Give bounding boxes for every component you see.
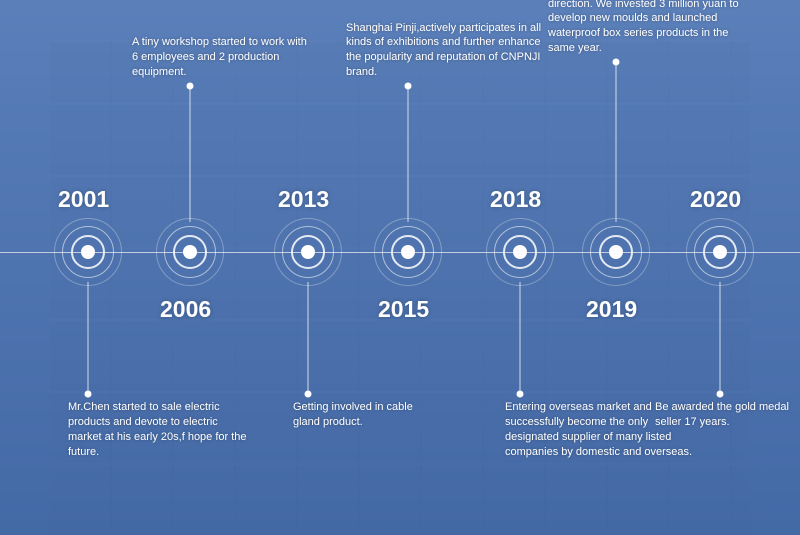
year-label: 2018 <box>490 186 541 213</box>
node-rings <box>690 222 750 282</box>
node-rings <box>490 222 550 282</box>
node-dot <box>401 245 415 259</box>
node-rings <box>278 222 338 282</box>
timeline-node <box>690 222 750 282</box>
stem-end-dot <box>717 391 724 398</box>
node-rings <box>378 222 438 282</box>
timeline-node <box>490 222 550 282</box>
event-description: A tiny workshop started to work with 6 e… <box>132 35 308 80</box>
event-description: Mr.Chen started to sale electric product… <box>68 400 254 459</box>
node-dot <box>81 245 95 259</box>
event-description: Be awarded the gold medal seller 17 year… <box>655 400 791 430</box>
node-rings <box>160 222 220 282</box>
stem-end-dot <box>85 391 92 398</box>
node-dot <box>513 245 527 259</box>
node-dot <box>301 245 315 259</box>
timeline-node <box>58 222 118 282</box>
stem-end-dot <box>517 391 524 398</box>
stem-end-dot <box>405 83 412 90</box>
year-label: 2019 <box>586 296 637 323</box>
year-label: 2001 <box>58 186 109 213</box>
node-dot <box>609 245 623 259</box>
timeline-node <box>378 222 438 282</box>
timeline-stem <box>720 282 721 394</box>
timeline-node <box>586 222 646 282</box>
timeline-stem <box>190 86 191 222</box>
stem-end-dot <box>305 391 312 398</box>
stem-end-dot <box>613 59 620 66</box>
node-dot <box>183 245 197 259</box>
node-rings <box>58 222 118 282</box>
timeline-node <box>160 222 220 282</box>
node-rings <box>586 222 646 282</box>
year-label: 2013 <box>278 186 329 213</box>
event-description: Getting involved in cable gland product. <box>293 400 423 430</box>
timeline-stem <box>88 282 89 394</box>
year-label: 2006 <box>160 296 211 323</box>
timeline-stem <box>408 86 409 222</box>
timeline-stem <box>616 62 617 222</box>
node-dot <box>713 245 727 259</box>
year-label: 2015 <box>378 296 429 323</box>
timeline-stem <box>520 282 521 394</box>
timeline-container: 2001 Mr.Chen started to sale electric pro… <box>0 0 800 535</box>
year-label: 2020 <box>690 186 741 213</box>
timeline-stem <box>308 282 309 394</box>
stem-end-dot <box>187 83 194 90</box>
event-description: Shanghai Pinji,actively participates in … <box>346 21 542 80</box>
event-description: Turnover over 50 million.With the arriva… <box>548 0 756 56</box>
timeline-node <box>278 222 338 282</box>
